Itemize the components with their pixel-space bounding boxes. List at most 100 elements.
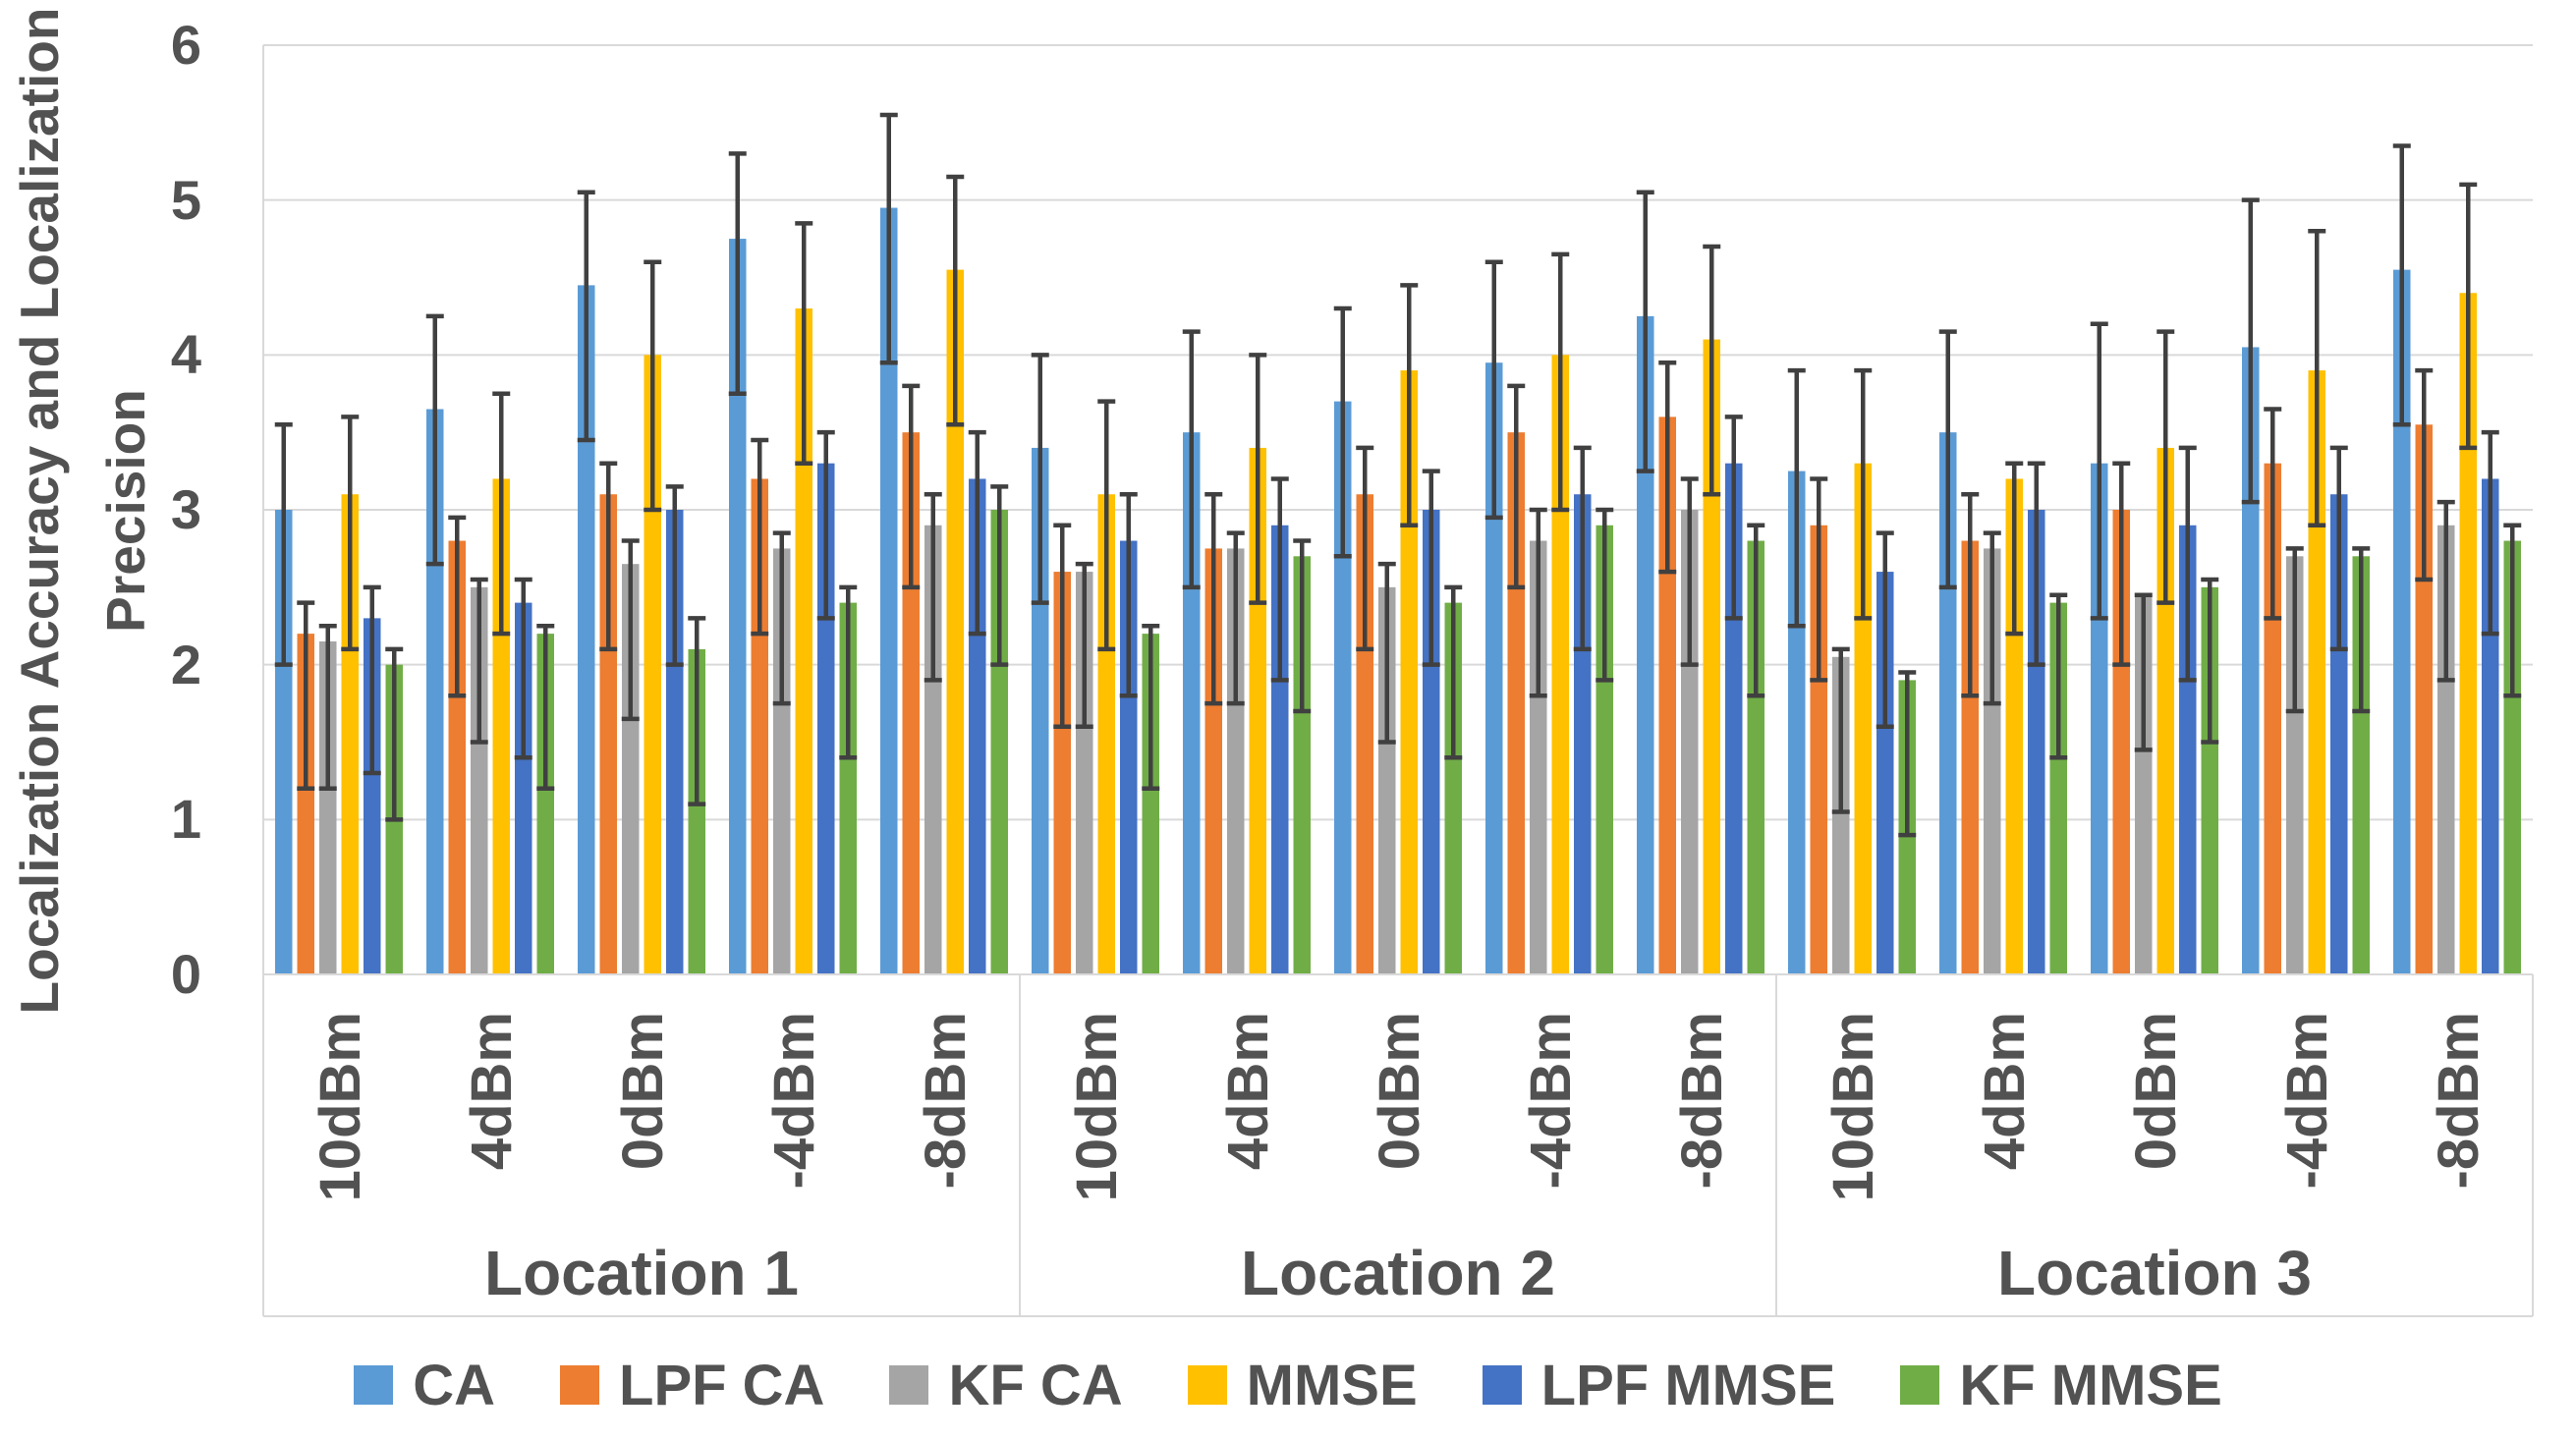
bar-mmse-location-2-10dbm xyxy=(1097,494,1115,974)
bar-kf-mmse-location-2--8dbm xyxy=(1747,540,1764,974)
error-bar-mmse-location-3-0dbm xyxy=(2156,329,2175,605)
error-bar-kf-ca-location-2-0dbm xyxy=(1377,561,1396,745)
error-bar-kf-ca-location-2--4dbm xyxy=(1529,507,1547,698)
bar-kf-mmse-location-1--4dbm xyxy=(839,602,857,974)
error-bar-kf-mmse-location-3--8dbm xyxy=(2503,523,2522,698)
legend-swatch-lpf-ca xyxy=(560,1365,600,1405)
bar-ca-location-1-4dbm xyxy=(426,409,444,974)
x-power-label-location-3-4dbm: 4dBm xyxy=(1973,1012,2132,1170)
error-bar-kf-mmse-location-3-4dbm xyxy=(2049,592,2068,760)
bar-mmse-location-1-4dbm xyxy=(492,478,510,974)
x-power-label-location-2-0dbm: 0dBm xyxy=(1368,1012,1527,1170)
error-bar-kf-ca-location-2--8dbm xyxy=(1680,476,1699,667)
bar-ca-location-2--8dbm xyxy=(1637,315,1654,975)
error-bar-lpf-mmse-location-3--8dbm xyxy=(2481,429,2499,637)
error-bar-lpf-ca-location-2-0dbm xyxy=(1356,445,1374,652)
error-bar-ca-location-2-4dbm xyxy=(1182,329,1201,590)
error-bar-kf-ca-location-1-4dbm xyxy=(470,577,488,745)
error-bar-kf-ca-location-1-0dbm xyxy=(621,538,640,722)
x-power-label-location-3--8dbm: -8dBm xyxy=(2427,1012,2576,1189)
bar-lpf-mmse-location-3--4dbm xyxy=(2330,494,2348,974)
error-bar-lpf-mmse-location-1-4dbm xyxy=(514,577,532,760)
bar-lpf-mmse-location-2-10dbm xyxy=(1120,540,1138,974)
error-bar-lpf-mmse-location-1--8dbm xyxy=(968,429,986,637)
legend-swatch-mmse xyxy=(1187,1365,1227,1405)
bar-lpf-mmse-location-2-0dbm xyxy=(1423,510,1440,974)
bar-lpf-ca-location-1-0dbm xyxy=(599,494,617,974)
bar-mmse-location-3-0dbm xyxy=(2156,447,2174,974)
x-power-label-location-1-4dbm: 4dBm xyxy=(460,1012,619,1170)
bar-mmse-location-3-10dbm xyxy=(1854,463,1872,974)
bar-ca-location-3-0dbm xyxy=(2091,463,2108,974)
error-bar-kf-ca-location-3-0dbm xyxy=(2134,592,2153,752)
bar-lpf-ca-location-1-10dbm xyxy=(297,634,314,974)
error-bar-mmse-location-2-10dbm xyxy=(1097,399,1116,652)
error-bar-mmse-location-2--4dbm xyxy=(1551,251,1570,513)
bar-lpf-ca-location-3-4dbm xyxy=(1961,540,1979,974)
bar-kf-ca-location-1--4dbm xyxy=(773,548,791,974)
error-bar-mmse-location-3-4dbm xyxy=(2005,461,2024,637)
bar-lpf-ca-location-3--4dbm xyxy=(2264,463,2281,974)
error-bar-lpf-mmse-location-3-0dbm xyxy=(2178,445,2197,683)
legend-label-lpf-mmse: LPF MMSE xyxy=(1540,1353,1836,1417)
bar-lpf-mmse-location-3-0dbm xyxy=(2179,525,2197,974)
bar-kf-ca-location-2-4dbm xyxy=(1227,548,1245,974)
error-bar-lpf-ca-location-2--8dbm xyxy=(1658,360,1677,575)
bar-kf-ca-location-3--4dbm xyxy=(2286,556,2304,974)
bar-lpf-mmse-location-2-4dbm xyxy=(1271,525,1289,974)
bar-kf-ca-location-3--8dbm xyxy=(2437,525,2455,974)
axis-frame xyxy=(262,45,2534,1317)
error-bar-kf-ca-location-1--8dbm xyxy=(924,491,942,683)
bar-lpf-ca-location-1--8dbm xyxy=(902,432,920,975)
legend-item-kf-ca: KF CA xyxy=(889,1353,1123,1418)
bar-ca-location-1-0dbm xyxy=(578,285,595,975)
bar-kf-mmse-location-3--8dbm xyxy=(2503,540,2521,974)
error-bar-lpf-ca-location-3-10dbm xyxy=(1810,476,1828,683)
error-bar-ca-location-2--8dbm xyxy=(1636,190,1654,473)
error-bar-lpf-mmse-location-2--8dbm xyxy=(1724,415,1743,621)
legend-item-lpf-mmse: LPF MMSE xyxy=(1482,1353,1836,1418)
error-bar-lpf-ca-location-3-0dbm xyxy=(2112,461,2131,667)
error-bar-ca-location-2-0dbm xyxy=(1333,305,1352,559)
error-bar-ca-location-3-0dbm xyxy=(2090,321,2108,621)
error-bar-kf-mmse-location-2-10dbm xyxy=(1142,624,1160,792)
error-bar-kf-ca-location-3-10dbm xyxy=(1831,646,1850,814)
bar-lpf-ca-location-2--8dbm xyxy=(1658,416,1676,974)
x-power-label-text: 4dBm xyxy=(1973,1012,2037,1171)
bar-mmse-location-2-4dbm xyxy=(1249,447,1266,974)
error-bar-ca-location-2--4dbm xyxy=(1484,259,1503,521)
bar-lpf-ca-location-1--4dbm xyxy=(751,478,768,974)
x-power-label-text: 0dBm xyxy=(611,1012,675,1171)
bar-lpf-mmse-location-1--8dbm xyxy=(969,478,986,974)
bar-kf-mmse-location-1-0dbm xyxy=(688,648,705,974)
x-power-label-text: 0dBm xyxy=(2124,1012,2188,1171)
error-bar-mmse-location-3-10dbm xyxy=(1854,367,1873,621)
bar-kf-ca-location-3-10dbm xyxy=(1832,656,1850,974)
y-tick-label-5: 5 xyxy=(170,168,201,231)
bar-mmse-location-3-4dbm xyxy=(2005,478,2023,974)
error-bar-lpf-ca-location-3--4dbm xyxy=(2264,407,2282,621)
legend-label-mmse: MMSE xyxy=(1246,1353,1418,1417)
error-bar-lpf-ca-location-2-4dbm xyxy=(1204,491,1223,706)
legend-label-lpf-ca: LPF CA xyxy=(619,1353,825,1417)
legend-label-ca: CA xyxy=(413,1353,496,1417)
error-bar-kf-mmse-location-1-0dbm xyxy=(688,616,706,806)
error-bar-mmse-location-3--8dbm xyxy=(2459,182,2478,451)
legend-item-kf-mmse: KF MMSE xyxy=(1900,1353,2222,1418)
bar-kf-mmse-location-2-10dbm xyxy=(1142,634,1159,974)
y-tick-label-2: 2 xyxy=(170,633,201,695)
bar-ca-location-1-10dbm xyxy=(275,510,293,974)
bar-lpf-ca-location-3--8dbm xyxy=(2415,424,2433,974)
bar-mmse-location-1-10dbm xyxy=(341,494,359,974)
error-bar-kf-mmse-location-1--8dbm xyxy=(990,484,1009,667)
bar-mmse-location-1--4dbm xyxy=(795,308,812,974)
y-tick-label-4: 4 xyxy=(170,323,201,386)
bar-mmse-location-3--4dbm xyxy=(2308,370,2325,975)
error-bar-lpf-mmse-location-1--4dbm xyxy=(816,429,835,621)
error-bar-kf-mmse-location-1-10dbm xyxy=(385,646,404,822)
bar-ca-location-2-4dbm xyxy=(1183,432,1201,975)
bar-lpf-ca-location-2-10dbm xyxy=(1053,572,1071,974)
legend-item-mmse: MMSE xyxy=(1187,1353,1418,1418)
bar-kf-mmse-location-3-0dbm xyxy=(2201,586,2218,974)
